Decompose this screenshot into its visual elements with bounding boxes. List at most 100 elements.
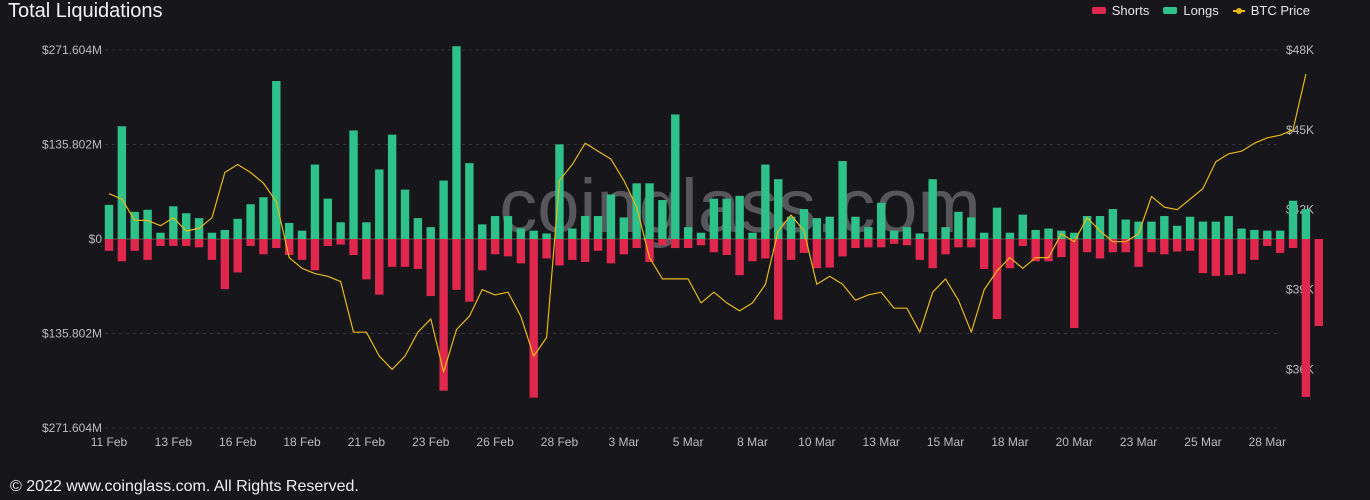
- x-axis-label: 10 Mar: [798, 435, 835, 449]
- shorts-bar: [786, 239, 796, 260]
- shorts-bar: [516, 239, 526, 264]
- shorts-bar: [825, 239, 834, 268]
- shorts-bar: [761, 239, 770, 259]
- longs-bar: [413, 218, 423, 239]
- longs-bar: [928, 179, 937, 239]
- shorts-bar: [606, 239, 616, 264]
- longs-bar: [207, 232, 217, 239]
- copyright-footer: © 2022 www.coinglass.com. All Rights Res…: [10, 478, 359, 495]
- x-axis-label: 20 Mar: [1056, 435, 1093, 449]
- longs-bar: [349, 130, 358, 239]
- longs-bar: [259, 197, 268, 239]
- longs-bar: [1263, 230, 1272, 239]
- shorts-bar: [362, 239, 371, 280]
- shorts-bar: [1121, 239, 1130, 253]
- longs-bar: [246, 204, 255, 239]
- x-axis-label: 11 Feb: [91, 435, 128, 449]
- longs-bar: [902, 227, 912, 239]
- legend-price[interactable]: BTC Price: [1232, 3, 1310, 18]
- shorts-bar: [696, 239, 706, 246]
- longs-bar: [774, 179, 783, 239]
- shorts-bar: [671, 239, 680, 249]
- x-axis-label: 18 Mar: [991, 435, 1028, 449]
- longs-bar: [915, 233, 925, 239]
- longs-bar: [272, 81, 281, 239]
- shorts-bar: [568, 239, 577, 260]
- longs-bar: [735, 195, 744, 239]
- shorts-bar: [1185, 239, 1195, 251]
- shorts-bar: [683, 239, 693, 249]
- shorts-bar: [182, 239, 191, 246]
- shorts-bar: [490, 239, 500, 255]
- longs-bar: [979, 232, 989, 239]
- longs-bar: [297, 230, 307, 239]
- shorts-bar: [838, 239, 847, 257]
- shorts-bar: [928, 239, 937, 269]
- longs-bar: [1288, 200, 1298, 239]
- y-axis-left-label: $271.604M: [42, 43, 102, 57]
- longs-bar: [310, 164, 320, 239]
- shorts-bar: [941, 239, 950, 255]
- longs-bar: [182, 213, 191, 239]
- longs-bar: [490, 216, 500, 239]
- shorts-bar: [619, 239, 628, 255]
- chart-title: Total Liquidations: [8, 0, 163, 22]
- longs-bar: [426, 227, 435, 239]
- shorts-bar: [400, 239, 410, 267]
- shorts-bar: [503, 239, 513, 257]
- longs-bar: [1108, 209, 1118, 239]
- legend-longs-label: Longs: [1183, 3, 1219, 18]
- longs-bar: [1134, 221, 1143, 239]
- longs-bar: [580, 216, 590, 239]
- longs-bar: [1250, 229, 1259, 239]
- longs-bar: [233, 218, 242, 239]
- longs-bar: [1237, 228, 1246, 239]
- shorts-bar: [1224, 239, 1233, 276]
- shorts-bar: [877, 239, 886, 248]
- longs-bar: [323, 198, 332, 239]
- legend-price-label: BTC Price: [1250, 3, 1310, 18]
- longs-bar: [1005, 232, 1015, 239]
- longs-bar: [825, 216, 834, 239]
- y-axis-right-label: $48K: [1286, 43, 1314, 57]
- shorts-bar: [1057, 239, 1066, 258]
- longs-bar: [362, 222, 371, 239]
- shorts-bar: [233, 239, 242, 273]
- shorts-bar: [748, 239, 757, 262]
- legend-longs[interactable]: Longs: [1163, 3, 1219, 18]
- legend-shorts[interactable]: Shorts: [1091, 3, 1150, 18]
- y-axis-left-label: $135.802M: [42, 138, 102, 152]
- shorts-bar: [297, 239, 307, 260]
- longs-bar: [478, 224, 487, 239]
- shorts-bar: [349, 239, 358, 256]
- longs-bar: [722, 198, 731, 239]
- shorts-bar: [272, 239, 281, 249]
- longs-bar: [169, 206, 178, 239]
- longs-bar: [284, 222, 294, 239]
- shorts-bar: [812, 239, 822, 269]
- legend-shorts-label: Shorts: [1111, 3, 1150, 18]
- shorts-bar: [1005, 239, 1015, 269]
- shorts-bar: [709, 239, 719, 253]
- longs-bar: [529, 230, 538, 239]
- longs-bar: [1044, 228, 1053, 239]
- shorts-bar: [1211, 239, 1221, 276]
- longs-swatch-icon: [1163, 7, 1178, 14]
- longs-bar: [1031, 229, 1040, 239]
- x-axis-label: 8 Mar: [737, 435, 768, 449]
- shorts-bar: [117, 239, 127, 262]
- longs-bar: [1301, 209, 1311, 239]
- shorts-bar: [967, 239, 976, 248]
- shorts-bar: [915, 239, 925, 260]
- longs-bar: [593, 216, 603, 239]
- x-axis-label: 18 Feb: [283, 435, 321, 449]
- shorts-bar: [1198, 239, 1208, 274]
- longs-bar: [130, 211, 139, 239]
- x-axis-label: 23 Mar: [1120, 435, 1157, 449]
- shorts-bar: [632, 239, 641, 249]
- shorts-bar: [413, 239, 423, 269]
- shorts-bar: [889, 239, 899, 244]
- shorts-bar: [156, 239, 165, 246]
- longs-bar: [606, 194, 616, 239]
- y-axis-left-label: $135.802M: [42, 327, 102, 341]
